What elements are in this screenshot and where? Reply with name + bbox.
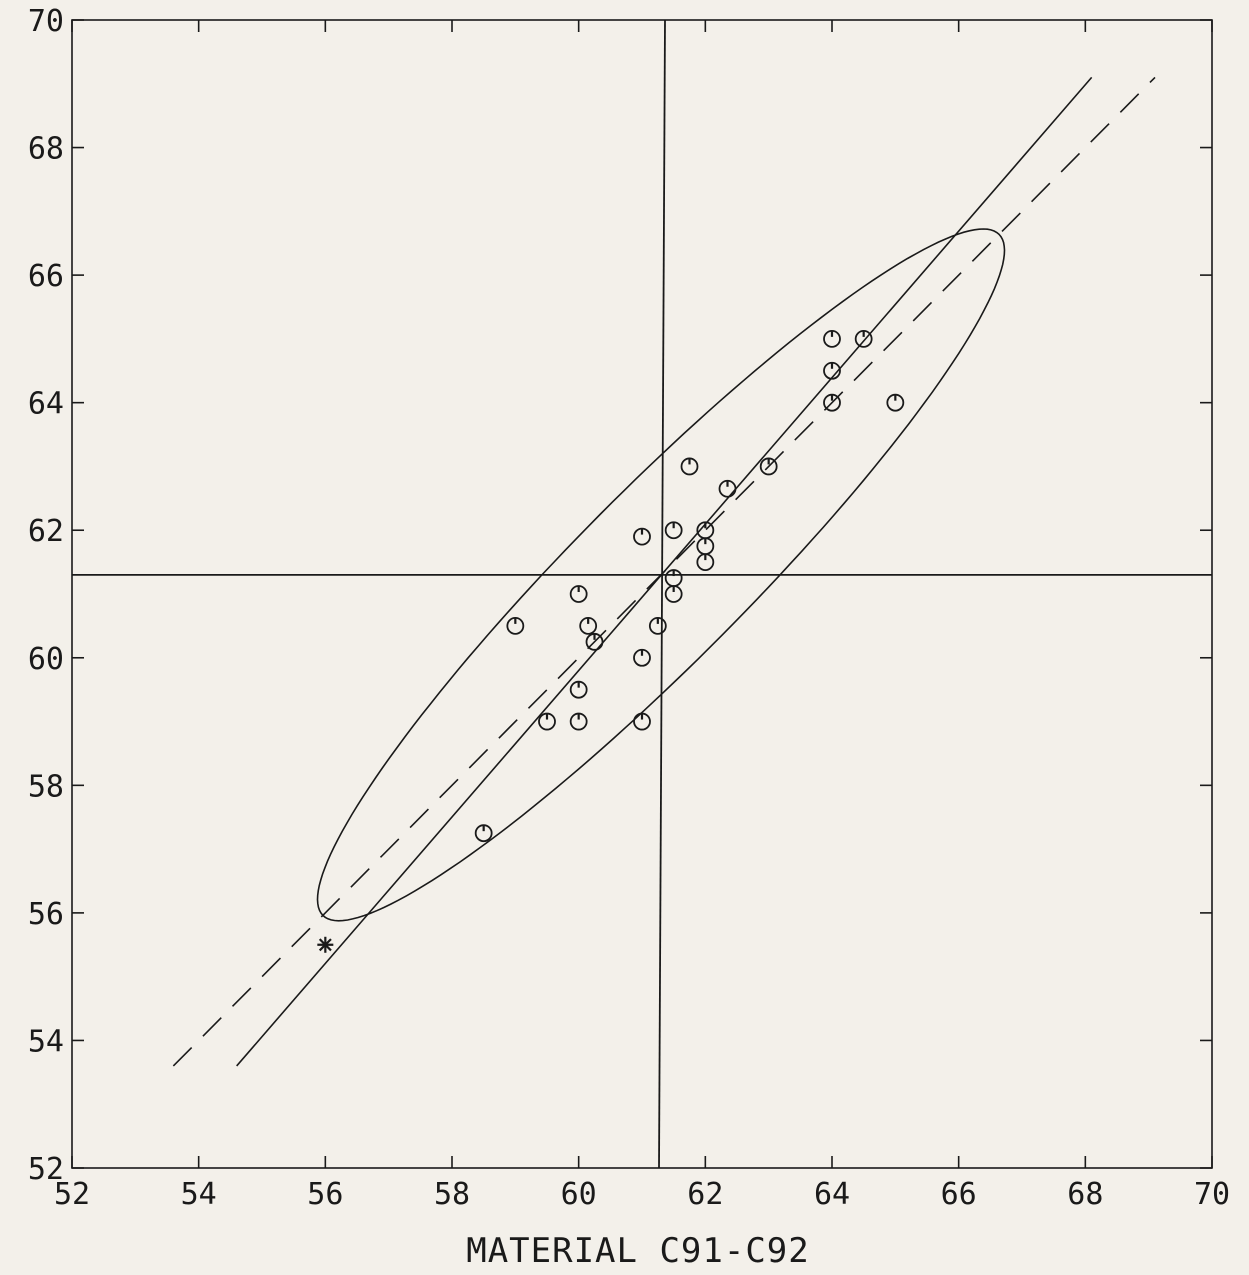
x-tick-label: 56	[307, 1177, 343, 1212]
asterisk-stroke	[318, 938, 332, 952]
data-point	[696, 537, 715, 556]
data-point	[538, 712, 556, 731]
data-point	[680, 457, 699, 476]
data-point	[664, 585, 683, 603]
x-tick-label: 58	[434, 1177, 470, 1212]
x-tick-label: 66	[941, 1177, 977, 1212]
y-tick-label: 68	[28, 132, 64, 167]
x-tick-label: 54	[181, 1177, 217, 1212]
x-tick-label: 62	[687, 1177, 723, 1212]
x-axis-title: MATERIAL C91-C92	[466, 1231, 810, 1271]
data-point	[648, 616, 667, 635]
tick-labels: 52 54 56 58 60 62 64 66 68 70 52 54 56 58 60 62 64 66 68 70	[28, 4, 1230, 1212]
plot-frame	[71, 19, 1213, 1169]
fit-lines	[172, 76, 1156, 1067]
data-point	[823, 361, 841, 380]
data-point	[474, 824, 493, 843]
y-tick-label: 52	[28, 1152, 64, 1187]
asterisk-point	[317, 936, 334, 953]
data-point	[664, 569, 683, 587]
data-point	[759, 457, 778, 476]
data-point	[696, 521, 715, 540]
data-point	[823, 329, 841, 348]
data-point	[569, 680, 588, 699]
x-tick-label: 60	[561, 1177, 597, 1212]
data-point	[579, 616, 598, 635]
data-point	[569, 585, 588, 603]
data-point	[506, 616, 525, 635]
reference-lines	[72, 19, 1212, 1169]
data-point	[886, 393, 905, 412]
x-tick-label: 68	[1067, 1177, 1103, 1212]
data-point	[569, 712, 588, 731]
data-point	[854, 329, 873, 348]
vertical-reference-line	[658, 19, 666, 1169]
data-point	[696, 553, 715, 572]
data-point	[633, 527, 651, 546]
y-tick-label: 56	[28, 897, 64, 932]
data-points	[317, 329, 905, 953]
data-point	[585, 632, 604, 651]
dashed-fit-line	[172, 76, 1156, 1067]
ellipse-path	[316, 228, 1006, 922]
plot-border	[71, 19, 1213, 1169]
axis-ticks	[71, 19, 1213, 1169]
y-tick-label: 64	[28, 387, 64, 422]
x-tick-label: 70	[1194, 1177, 1230, 1212]
y-tick-label: 70	[28, 4, 64, 39]
y-tick-label: 54	[28, 1024, 64, 1059]
x-tick-label: 64	[814, 1177, 850, 1212]
data-point	[633, 712, 651, 731]
y-tick-label: 66	[28, 259, 64, 294]
x-tick-label: 52	[54, 1177, 90, 1212]
data-point	[718, 479, 737, 498]
confidence-ellipse	[316, 228, 1006, 922]
data-point	[823, 393, 841, 412]
y-tick-label: 58	[28, 769, 64, 804]
data-point	[633, 648, 651, 667]
y-tick-label: 60	[28, 642, 64, 677]
data-point	[664, 521, 683, 540]
y-tick-label: 62	[28, 514, 64, 549]
